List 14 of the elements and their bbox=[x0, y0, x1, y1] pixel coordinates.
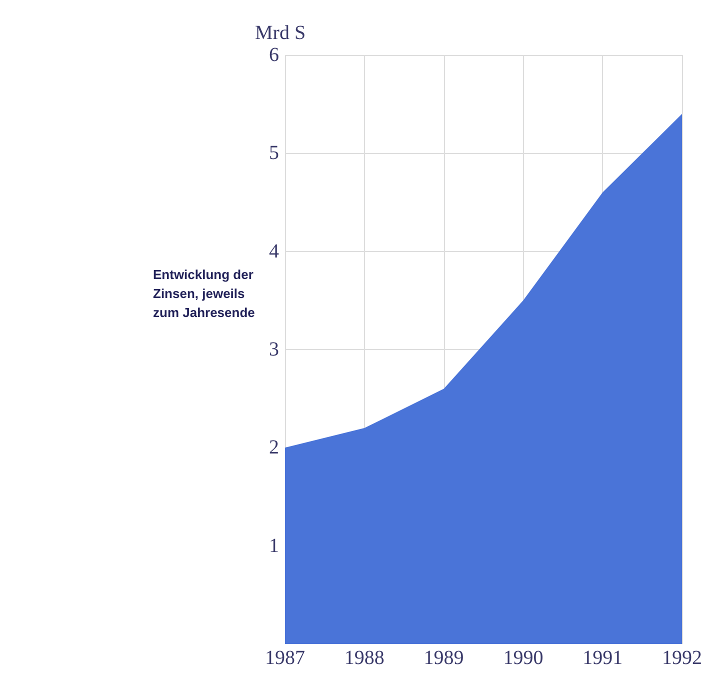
y-tick-label: 5 bbox=[269, 142, 279, 164]
y-axis-title: Mrd S bbox=[255, 22, 306, 44]
y-tick-label: 2 bbox=[269, 436, 279, 459]
x-tick-label: 1992 bbox=[662, 647, 702, 669]
y-tick-label: 6 bbox=[269, 44, 279, 66]
x-tick-label: 1990 bbox=[503, 647, 544, 669]
text: Entwicklung der Zinsen, jeweils zum Jahresende bbox=[153, 267, 258, 320]
y-tick-label: 4 bbox=[269, 240, 279, 262]
x-tick-label: 1991 bbox=[582, 647, 623, 669]
x-tick-label: 1988 bbox=[344, 647, 384, 669]
y-tick-label: 3 bbox=[269, 338, 279, 360]
x-tick-label: 1989 bbox=[424, 647, 464, 669]
x-tick-label: 1987 bbox=[265, 647, 305, 669]
y-tick-label: 1 bbox=[269, 534, 279, 557]
